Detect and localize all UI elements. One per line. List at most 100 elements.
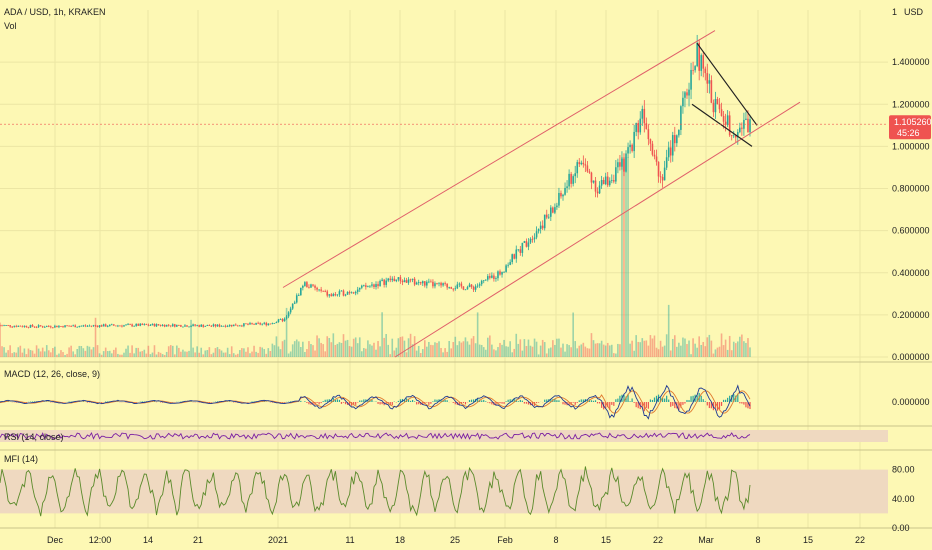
volume-bar bbox=[537, 354, 540, 357]
macd-histogram-bar bbox=[143, 401, 145, 402]
candle-body bbox=[741, 127, 743, 129]
volume-bar bbox=[527, 339, 530, 357]
volume-bar bbox=[726, 349, 729, 357]
candle-body bbox=[484, 279, 487, 281]
volume-bar bbox=[680, 345, 682, 357]
macd-histogram-bar bbox=[680, 402, 682, 408]
volume-bar bbox=[247, 347, 249, 357]
macd-histogram-bar bbox=[684, 402, 686, 404]
candle-body bbox=[747, 118, 749, 133]
candle-body bbox=[482, 280, 485, 282]
candle-body bbox=[643, 108, 646, 124]
volume-bar bbox=[117, 353, 119, 357]
volume-bar bbox=[267, 348, 270, 357]
price-tick-label: 1.200000 bbox=[892, 99, 930, 109]
volume-bar bbox=[139, 351, 142, 357]
price-axis[interactable]: 1.400000 1.200000 1.000000 0.800000 0.600000… bbox=[892, 57, 930, 533]
volume-bar bbox=[655, 347, 658, 357]
macd-histogram-bar bbox=[458, 402, 460, 406]
candle-body bbox=[94, 325, 97, 327]
candle-body bbox=[531, 238, 534, 240]
candle-body bbox=[163, 324, 166, 327]
candle-body bbox=[58, 326, 60, 328]
volume-bar bbox=[696, 347, 698, 357]
mfi-tick-label: 40.00 bbox=[892, 494, 915, 504]
macd-histogram-bar bbox=[647, 402, 649, 409]
volume-bar bbox=[212, 352, 215, 357]
candle-body bbox=[295, 295, 298, 303]
macd-histogram-bar bbox=[601, 402, 603, 408]
candle-body bbox=[226, 326, 229, 327]
macd-histogram-bar bbox=[558, 400, 560, 402]
volume-bar bbox=[743, 341, 745, 357]
candle-body bbox=[74, 325, 77, 328]
volume-bar bbox=[718, 346, 721, 357]
candle-body bbox=[430, 281, 432, 283]
macd-histogram-bar bbox=[430, 402, 432, 404]
time-axis[interactable]: Dec 12:00 14 21 2021 11 18 25 Feb 8 15 22 Mar 8 15 22 bbox=[47, 535, 865, 545]
candle-body bbox=[98, 325, 101, 327]
candle-body bbox=[259, 323, 261, 325]
candle-body bbox=[13, 326, 16, 327]
volume-bar bbox=[550, 347, 552, 357]
candle-body bbox=[56, 325, 58, 328]
candle-body bbox=[27, 327, 30, 328]
candle-body bbox=[649, 139, 652, 144]
macd-histogram-bar bbox=[659, 397, 662, 402]
volume-bar bbox=[165, 351, 168, 357]
macd-histogram-bar bbox=[460, 402, 462, 404]
volume-bar bbox=[204, 350, 207, 357]
volume-bar bbox=[241, 348, 243, 357]
macd-histogram-bar bbox=[505, 401, 507, 402]
candle-body bbox=[446, 283, 448, 288]
candle-body bbox=[604, 176, 607, 185]
volume-bar bbox=[635, 335, 637, 357]
volume-bar bbox=[96, 345, 99, 357]
volume-bar bbox=[5, 352, 7, 357]
volume-bar bbox=[306, 349, 308, 357]
candle-body bbox=[749, 119, 751, 133]
macd-histogram-bar bbox=[590, 400, 593, 402]
volume-bar bbox=[259, 346, 261, 357]
candle-body bbox=[438, 282, 440, 284]
volume-bar bbox=[239, 350, 241, 357]
time-tick-label: 15 bbox=[803, 535, 813, 545]
macd-histogram-bar bbox=[385, 402, 387, 405]
volume-bar bbox=[434, 342, 436, 357]
candle-body bbox=[641, 108, 644, 119]
candle-body bbox=[428, 281, 430, 283]
candle-body bbox=[326, 291, 329, 296]
candle-body bbox=[291, 303, 294, 309]
macd-histogram-bar bbox=[334, 399, 336, 402]
macd-histogram-bar bbox=[363, 399, 365, 402]
currency-label[interactable]: USD bbox=[904, 7, 924, 17]
volume-bar bbox=[507, 346, 509, 357]
volume-bar bbox=[62, 352, 64, 357]
macd-histogram-bar bbox=[527, 402, 530, 405]
volume-bar bbox=[297, 341, 300, 357]
candle-body bbox=[178, 324, 180, 326]
macd-histogram-bar bbox=[521, 400, 523, 402]
volume-bar bbox=[556, 338, 558, 357]
volume-bar bbox=[446, 351, 448, 357]
macd-histogram-bar bbox=[615, 399, 617, 402]
candle-body bbox=[60, 326, 62, 327]
macd-histogram-bar bbox=[434, 399, 436, 402]
candle-body bbox=[491, 275, 493, 278]
candle-body bbox=[639, 118, 642, 133]
volume-bar bbox=[436, 342, 438, 357]
macd-histogram-bar bbox=[403, 399, 406, 402]
macd-histogram-bar bbox=[503, 402, 505, 404]
volume-bar bbox=[432, 345, 434, 357]
volume-bar bbox=[545, 353, 548, 357]
candle-body bbox=[243, 323, 245, 327]
candle-body bbox=[505, 265, 507, 272]
candle-body bbox=[474, 286, 477, 290]
volume-bar bbox=[617, 343, 619, 357]
candle-body bbox=[503, 271, 505, 273]
candle-body bbox=[293, 302, 296, 304]
candle-body bbox=[444, 283, 446, 284]
volume-bar bbox=[580, 344, 583, 357]
candle-body bbox=[261, 323, 263, 325]
